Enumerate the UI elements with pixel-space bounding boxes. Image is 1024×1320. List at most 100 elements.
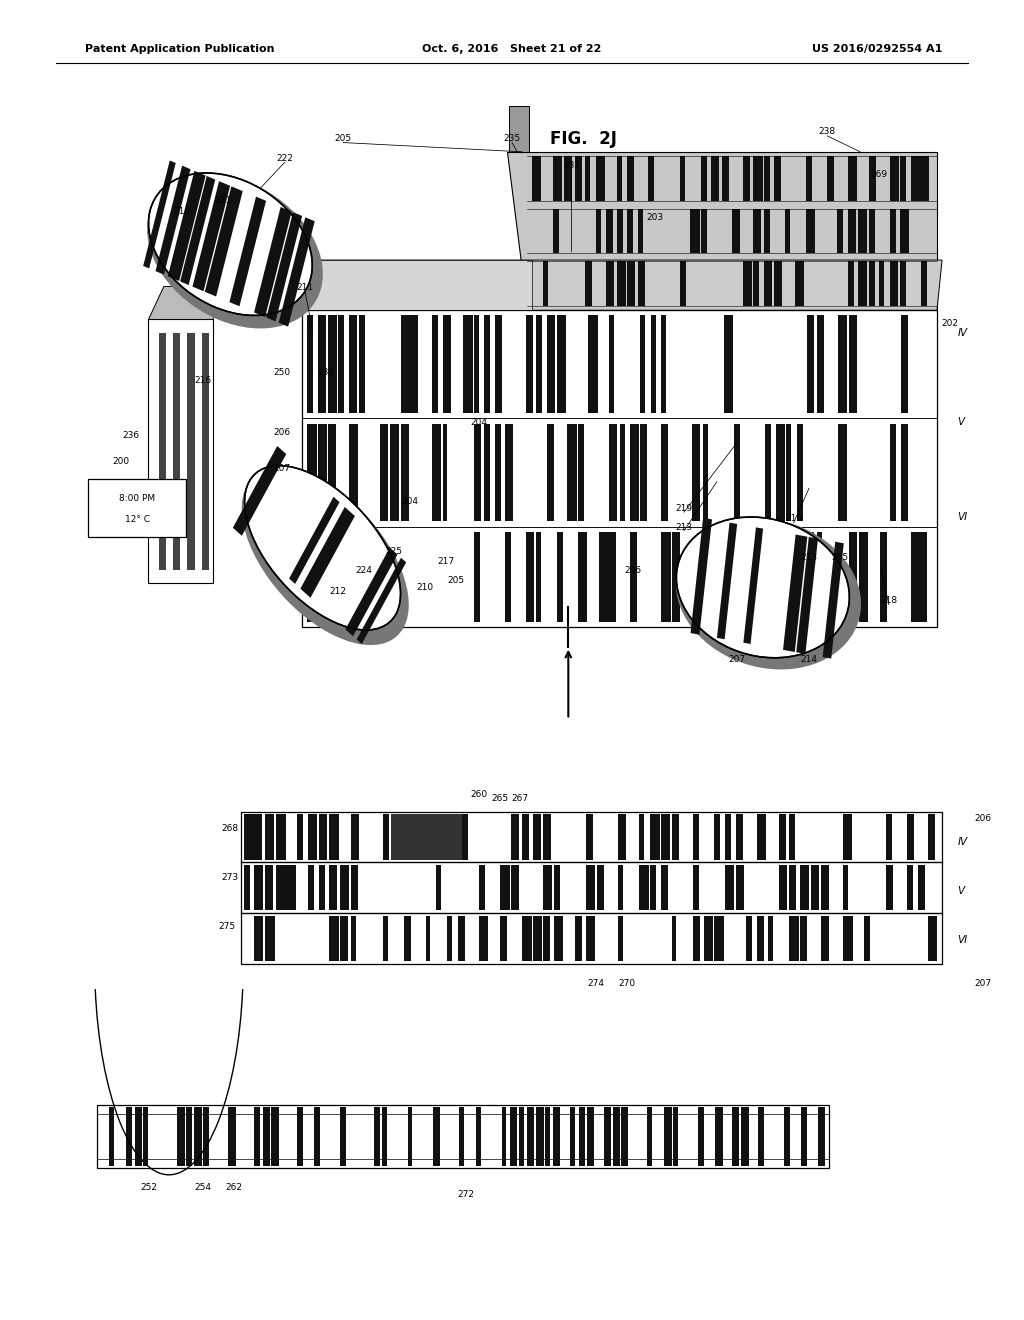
FancyBboxPatch shape — [88, 479, 186, 537]
Bar — [564, 156, 571, 201]
Bar — [627, 261, 636, 306]
Bar — [148, 319, 213, 583]
Bar — [578, 424, 584, 521]
Bar — [736, 865, 743, 911]
Text: 210: 210 — [417, 583, 433, 591]
Bar — [680, 261, 686, 306]
Bar — [807, 315, 814, 413]
Text: 204: 204 — [471, 418, 487, 426]
Bar — [758, 1107, 764, 1166]
Bar — [436, 865, 441, 911]
Bar — [244, 865, 251, 911]
Bar — [134, 1107, 142, 1166]
Bar — [806, 156, 812, 201]
Bar — [328, 424, 336, 521]
Bar — [532, 916, 542, 961]
Bar — [648, 156, 653, 201]
Bar — [778, 814, 786, 859]
Bar — [741, 1107, 749, 1166]
Bar — [522, 916, 531, 961]
Bar — [859, 532, 868, 622]
Bar — [711, 156, 719, 201]
Bar — [408, 1107, 412, 1166]
Bar — [241, 812, 942, 964]
Bar — [543, 916, 550, 961]
Bar — [340, 865, 348, 911]
Bar — [736, 814, 742, 859]
Bar — [586, 865, 595, 911]
Bar — [650, 865, 656, 911]
Bar — [790, 916, 799, 961]
Bar — [510, 1107, 517, 1166]
Text: 275: 275 — [219, 923, 236, 931]
Bar — [187, 333, 195, 570]
Bar — [474, 315, 479, 413]
Bar — [553, 1107, 560, 1166]
Bar — [314, 1107, 319, 1166]
Bar — [886, 814, 892, 859]
Bar — [858, 261, 867, 306]
Bar — [265, 814, 274, 859]
Bar — [800, 865, 809, 911]
Bar — [401, 424, 410, 521]
Bar — [578, 532, 588, 622]
Bar — [275, 865, 286, 911]
Bar — [338, 532, 345, 622]
Bar — [432, 424, 441, 521]
Bar — [317, 424, 327, 521]
Bar — [265, 916, 275, 961]
Bar — [308, 814, 317, 859]
Bar — [505, 424, 513, 521]
Text: 210: 210 — [174, 207, 190, 215]
Text: 206: 206 — [273, 429, 290, 437]
Bar — [929, 814, 935, 859]
Bar — [374, 1107, 380, 1166]
Bar — [349, 315, 357, 413]
Text: 221: 221 — [215, 197, 231, 205]
Text: 214: 214 — [801, 656, 817, 664]
Bar — [511, 865, 519, 911]
Text: 268: 268 — [222, 825, 239, 833]
Bar — [350, 916, 356, 961]
Bar — [822, 541, 844, 659]
Bar — [479, 916, 488, 961]
Text: 212: 212 — [330, 587, 346, 595]
Text: VI: VI — [957, 935, 968, 945]
Bar — [650, 814, 659, 859]
Bar — [800, 916, 807, 961]
Bar — [765, 424, 771, 521]
Bar — [640, 865, 649, 911]
Bar — [790, 814, 795, 859]
Bar — [380, 424, 388, 521]
Text: 235: 235 — [504, 135, 520, 143]
Bar — [547, 315, 555, 413]
Bar — [811, 865, 819, 911]
Bar — [660, 865, 668, 911]
Bar — [929, 916, 937, 961]
Bar — [700, 209, 707, 253]
Bar — [586, 916, 595, 961]
Bar — [754, 209, 761, 253]
Bar — [838, 209, 843, 253]
Bar — [743, 528, 763, 644]
Bar — [715, 916, 724, 961]
Bar — [757, 814, 766, 859]
Text: FIG.  2J: FIG. 2J — [550, 129, 617, 148]
Bar — [446, 916, 453, 961]
Bar — [254, 1107, 260, 1166]
Bar — [254, 865, 262, 911]
Bar — [262, 1107, 270, 1166]
Bar — [703, 916, 714, 961]
Polygon shape — [507, 152, 937, 310]
Bar — [693, 865, 699, 911]
Bar — [168, 170, 206, 281]
Bar — [404, 916, 412, 961]
Text: VI: VI — [957, 512, 968, 523]
Bar — [297, 1107, 302, 1166]
Bar — [579, 1107, 585, 1166]
Bar — [627, 209, 634, 253]
Bar — [570, 1107, 574, 1166]
Text: 272: 272 — [458, 1191, 474, 1199]
Bar — [776, 424, 784, 521]
Bar — [586, 814, 593, 859]
